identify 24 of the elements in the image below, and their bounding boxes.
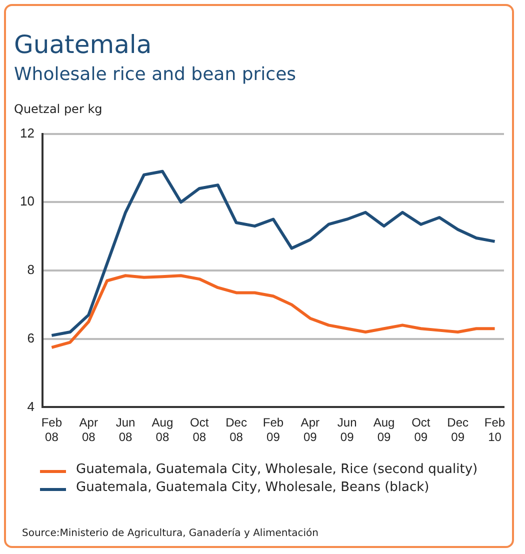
x-tick-label: Jun 08 xyxy=(116,416,136,444)
y-tick-label: 6 xyxy=(27,330,34,346)
x-tick-label: Jun 09 xyxy=(337,416,357,444)
chart-subtitle: Wholesale rice and bean prices xyxy=(14,64,296,85)
y-tick-label: 4 xyxy=(27,398,34,414)
x-tick-label: Apr 09 xyxy=(300,416,320,444)
x-tick-label: Dec 09 xyxy=(447,416,469,444)
x-tick-label: Oct 08 xyxy=(190,416,210,444)
x-tick-label: Apr 08 xyxy=(79,416,98,444)
legend-label: Guatemala, Guatemala City, Wholesale, Rice (second quality) xyxy=(76,462,478,477)
y-tick-label: 12 xyxy=(20,125,34,140)
x-tick-label: Feb 10 xyxy=(484,416,506,444)
y-tick-label: 10 xyxy=(20,194,34,209)
x-tick-label: Oct 09 xyxy=(412,416,431,444)
x-tick-label: Feb 08 xyxy=(41,416,62,444)
x-tick-label: Feb 09 xyxy=(262,416,284,444)
source-note: Source:Ministerio de Agricultura, Ganadería y Alimentación xyxy=(22,528,318,539)
y-axis-title: Quetzal per kg xyxy=(14,102,102,116)
x-tick-label: Aug 09 xyxy=(373,416,395,444)
x-tick-label: Aug 08 xyxy=(152,416,174,444)
x-tick-label: Dec 08 xyxy=(226,416,247,444)
chart-title: Guatemala xyxy=(14,30,152,59)
y-tick-label: 8 xyxy=(27,262,34,278)
legend-label: Guatemala, Guatemala City, Wholesale, Beans (black) xyxy=(76,480,430,495)
